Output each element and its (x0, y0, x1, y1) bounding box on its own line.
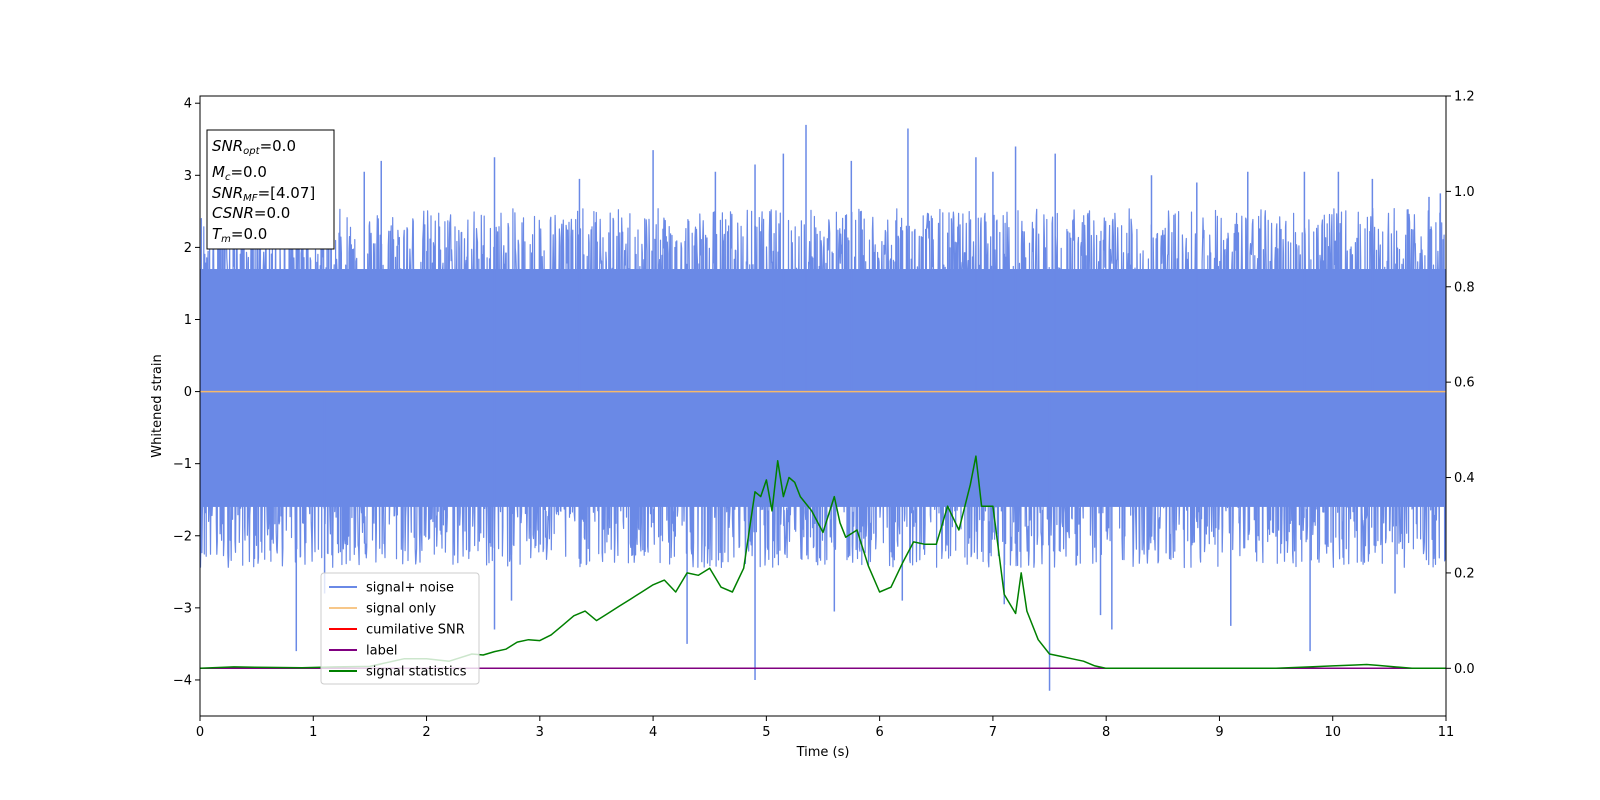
y2-tick-label: 0.0 (1454, 662, 1475, 677)
noise-core (200, 269, 1446, 507)
y-axis-right: 0.0 0.2 0.4 0.6 0.8 1.0 1.2 (1446, 90, 1475, 677)
y-axis-left: −4 −3 −2 −1 0 1 2 3 4 (173, 97, 200, 688)
y2-tick-label: 0.4 (1454, 471, 1475, 486)
legend-label: signal only (366, 602, 436, 617)
info-box: SNRopt=0.0 Mc=0.0 SNRMF=[4.07] CSNR=0.0 … (206, 129, 335, 250)
y2-tick-label: 1.2 (1454, 90, 1475, 105)
x-tick-label: 0 (196, 725, 204, 740)
info-csnr: CSNR=0.0 (212, 204, 290, 222)
y-tick-label: 0 (184, 385, 192, 400)
info-box-frame (206, 129, 335, 250)
x-tick-label: 10 (1324, 725, 1341, 740)
legend-label: signal statistics (366, 665, 467, 680)
y2-tick-label: 0.6 (1454, 376, 1475, 391)
y-tick-label: −1 (173, 457, 192, 472)
legend-label: signal+ noise (366, 581, 454, 596)
y-tick-label: 2 (184, 241, 192, 256)
x-tick-label: 11 (1438, 725, 1455, 740)
x-axis: 0 1 2 3 4 5 6 7 8 9 10 11 (196, 716, 1454, 740)
y2-tick-label: 0.2 (1454, 566, 1475, 581)
x-tick-label: 2 (422, 725, 430, 740)
legend-label: cumilative SNR (366, 623, 465, 638)
y2-tick-label: 1.0 (1454, 185, 1475, 200)
info-mc: Mc=0.0 (212, 163, 267, 183)
info-tm: Tm=0.0 (212, 225, 267, 245)
legend-label: label (366, 644, 397, 659)
x-tick-label: 9 (1215, 725, 1223, 740)
x-tick-label: 5 (762, 725, 770, 740)
x-tick-label: 3 (536, 725, 544, 740)
y-tick-label: 1 (184, 313, 192, 328)
x-tick-label: 6 (875, 725, 883, 740)
noise-spikes (200, 124, 1446, 691)
x-tick-label: 4 (649, 725, 657, 740)
y-tick-label: 4 (184, 97, 192, 112)
y-tick-label: −4 (173, 673, 192, 688)
y2-tick-label: 0.8 (1454, 280, 1475, 295)
x-tick-label: 7 (989, 725, 997, 740)
info-snr-opt: SNRopt=0.0 (212, 137, 296, 157)
series-line-signal-statistics (200, 455, 1446, 670)
info-snr-mf: SNRMF=[4.07] (212, 184, 315, 204)
y-tick-label: −3 (173, 601, 192, 616)
y-tick-label: −2 (173, 529, 192, 544)
plot-frame (199, 95, 1447, 717)
legend: signal+ noise signal only cumilative SNR la… (320, 572, 480, 685)
x-axis-label: Time (s) (796, 745, 850, 760)
legend-frame (320, 572, 480, 685)
y-tick-label: 3 (184, 169, 192, 184)
y-axis-label: Whitened strain (150, 354, 165, 457)
x-tick-label: 8 (1102, 725, 1110, 740)
x-tick-label: 1 (309, 725, 317, 740)
plot-area (200, 124, 1446, 691)
